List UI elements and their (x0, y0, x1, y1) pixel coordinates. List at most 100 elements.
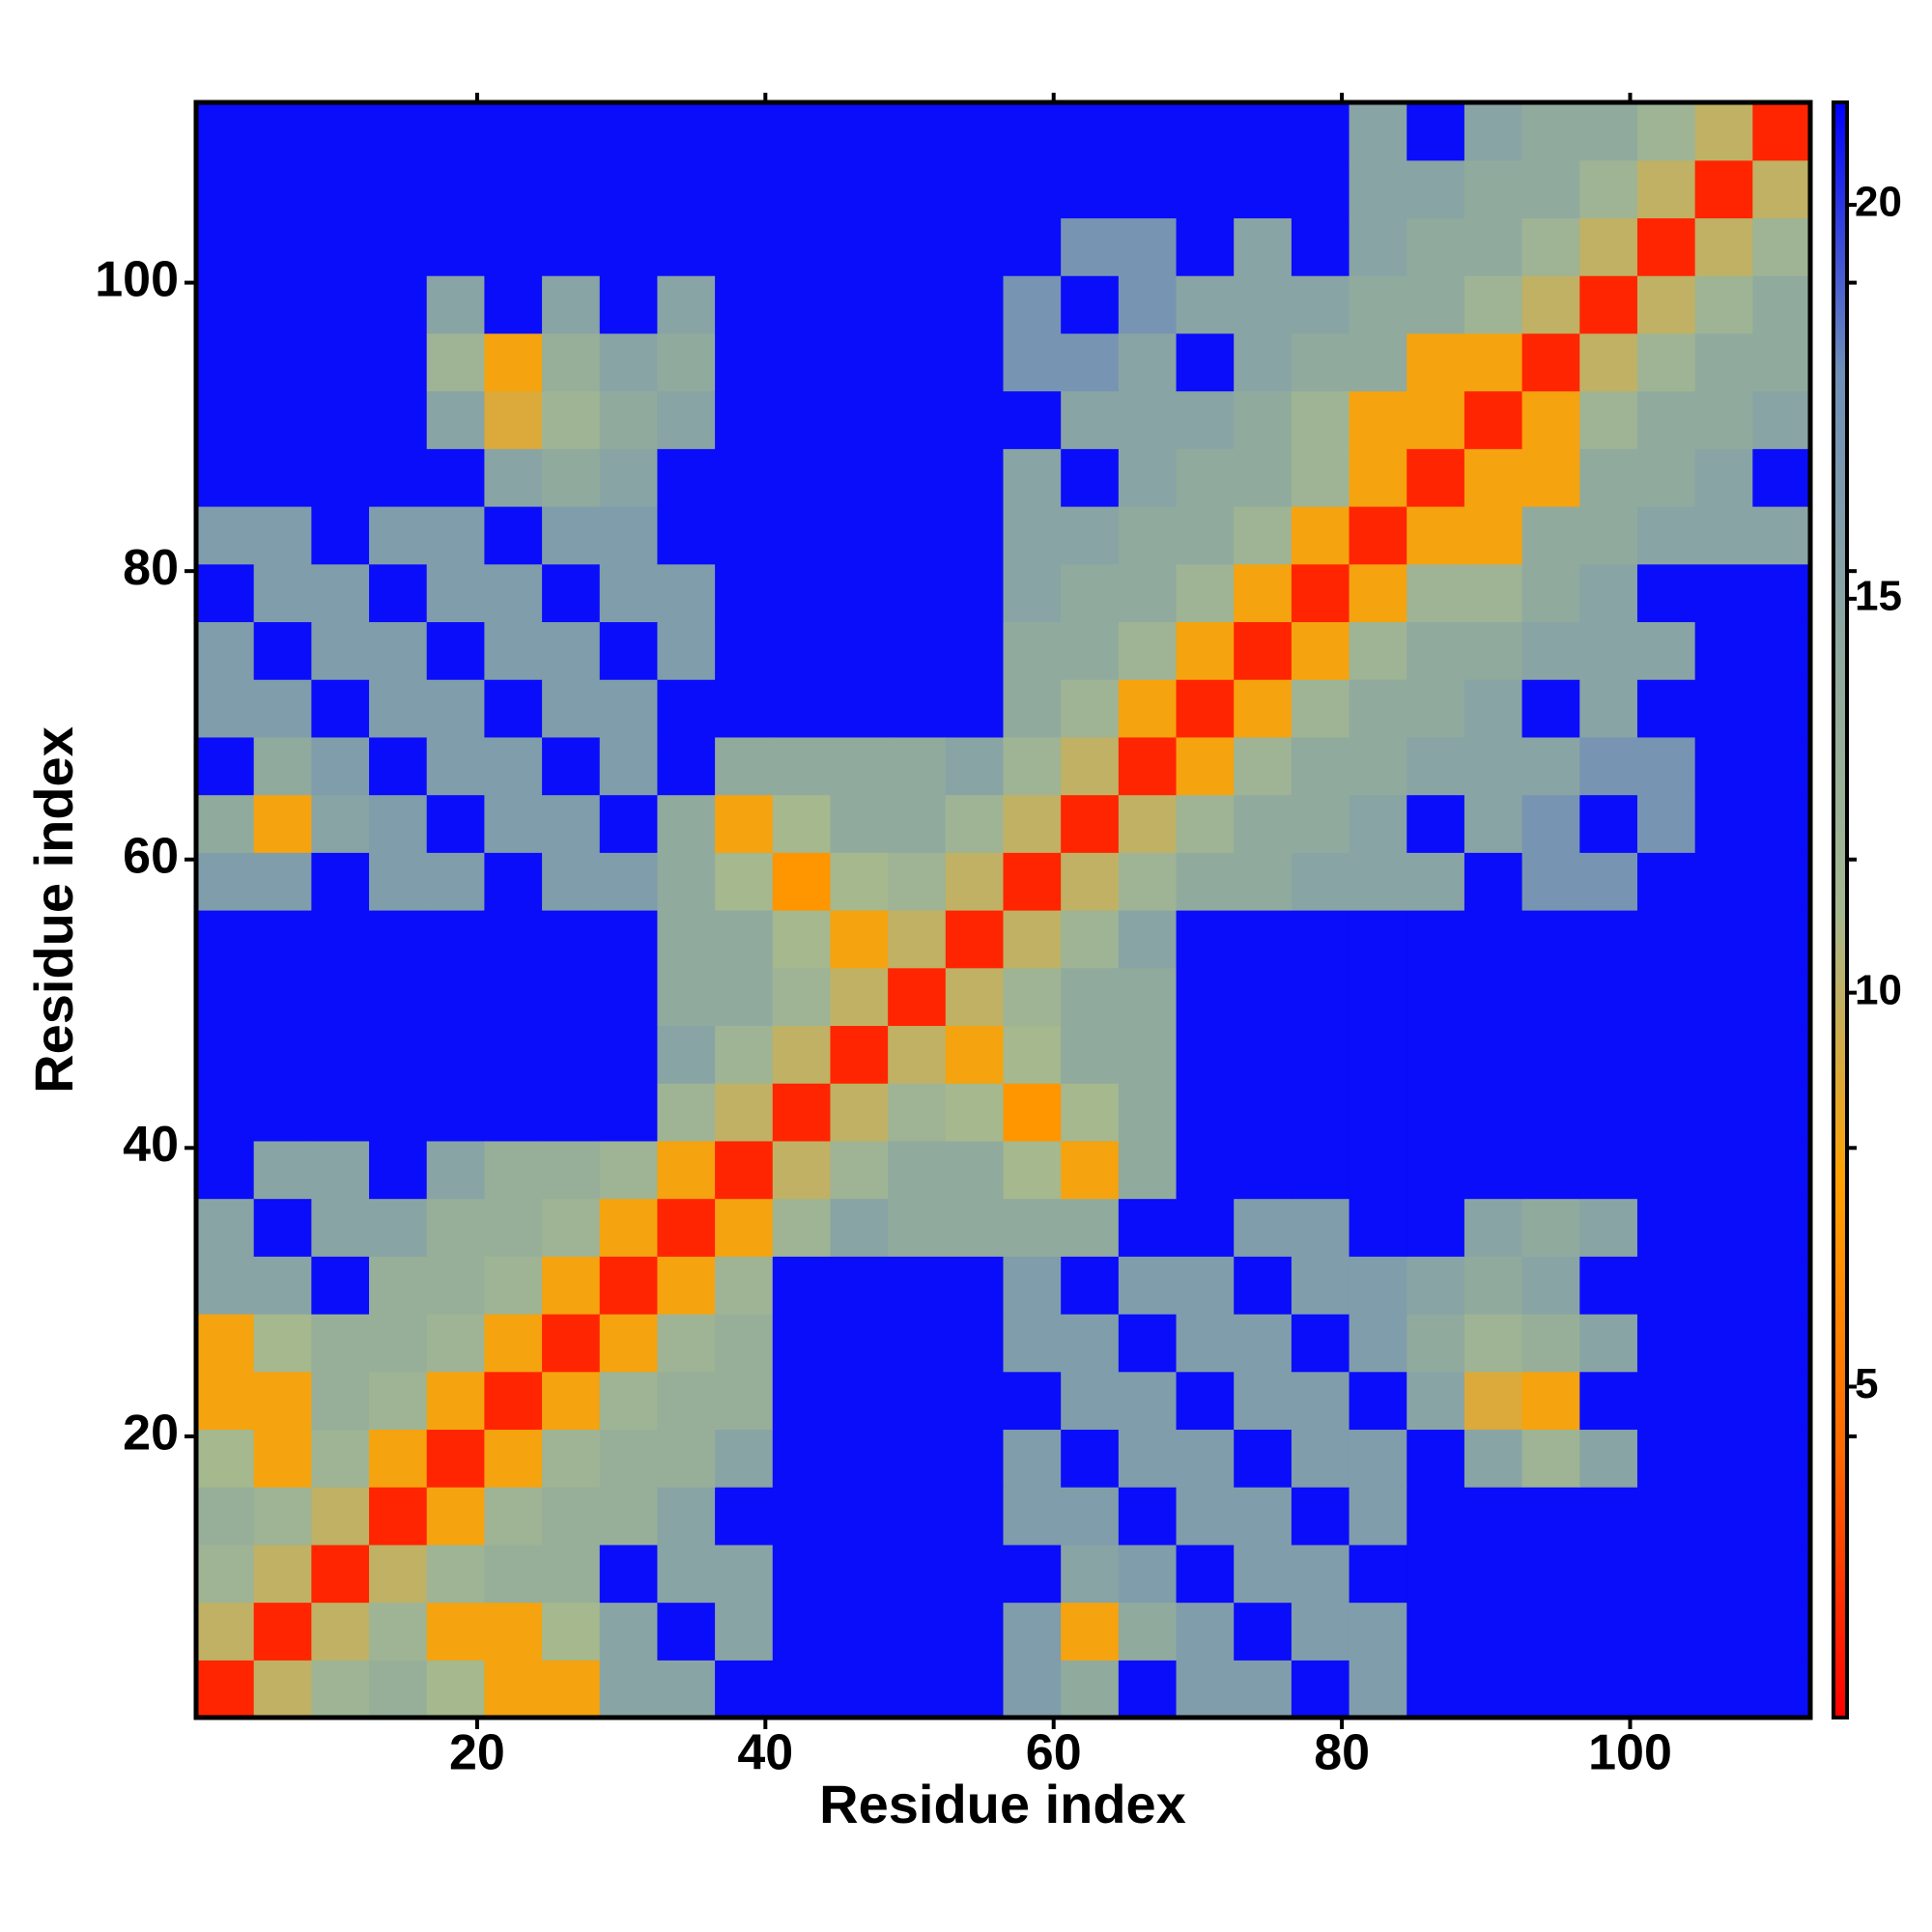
heat-cell (1463, 1140, 1523, 1200)
y-tick-label: 60 (123, 828, 179, 884)
heat-cell (311, 910, 370, 969)
heat-cell (945, 102, 1005, 161)
heat-cell (1579, 679, 1638, 738)
heat-cell (1234, 1487, 1293, 1546)
heat-cell (888, 332, 947, 392)
heat-cell (369, 390, 428, 449)
heat-cell (484, 621, 543, 680)
heat-cell (1061, 1083, 1120, 1142)
heat-cell (1752, 390, 1811, 449)
heat-cell (1291, 563, 1350, 623)
heat-cell (1752, 910, 1811, 969)
heat-cell (196, 794, 255, 853)
heat-cell (1118, 1602, 1178, 1661)
heat-cell (426, 621, 485, 680)
heat-cell (1234, 1083, 1293, 1142)
heat-cell (1752, 852, 1811, 911)
heat-cell (1234, 159, 1293, 219)
heat-cell (484, 275, 543, 334)
heat-cell (1463, 794, 1523, 853)
heat-cell (196, 1025, 255, 1084)
heat-cell (1291, 1140, 1350, 1200)
heat-cell (542, 1256, 601, 1315)
heat-cell (715, 1602, 774, 1661)
heat-cell (1694, 1083, 1753, 1142)
heat-cell (1752, 621, 1811, 680)
heat-cell (1291, 1660, 1350, 1719)
heat-cell (945, 506, 1005, 565)
heat-cell (1118, 1140, 1178, 1200)
heat-cell (1521, 217, 1580, 276)
heat-cell (1118, 852, 1178, 911)
heat-cell (1003, 679, 1062, 738)
heat-cell (715, 1083, 774, 1142)
heat-cell (772, 1487, 832, 1546)
heat-cell (888, 852, 947, 911)
heat-cell (1579, 910, 1638, 969)
heat-cell (484, 1025, 543, 1084)
heat-cell (1003, 1256, 1062, 1315)
heat-cell (1234, 1429, 1293, 1488)
heat-cell (1003, 910, 1062, 969)
heat-cell (1349, 1083, 1407, 1142)
heat-cell (311, 1025, 370, 1084)
heat-cell (1636, 1429, 1696, 1488)
heat-cell (1234, 217, 1293, 276)
heatmap-cells (196, 102, 1811, 1719)
heat-cell (1463, 621, 1523, 680)
heat-cell (1291, 448, 1350, 507)
heat-cell (426, 1429, 485, 1488)
heat-cell (945, 621, 1005, 680)
colorbar-tick-label: 15 (1855, 572, 1902, 619)
heat-cell (1291, 679, 1350, 738)
heat-cell (196, 736, 255, 796)
heat-cell (426, 1256, 485, 1315)
heat-cell (1176, 1487, 1235, 1546)
heat-cell (426, 506, 485, 565)
heat-cell (311, 217, 370, 276)
heat-cell (369, 332, 428, 392)
heat-cell (311, 159, 370, 219)
heat-cell (599, 967, 659, 1027)
heat-cell (1579, 1025, 1638, 1084)
heat-cell (1521, 1602, 1580, 1661)
heat-cell (1234, 102, 1293, 161)
heat-cell (1406, 102, 1465, 161)
heat-cell (657, 159, 716, 219)
heat-cell (599, 1660, 659, 1719)
heat-cell (1061, 736, 1120, 796)
heat-cell (484, 910, 543, 969)
heat-cell (715, 1544, 774, 1604)
heat-cell (484, 102, 543, 161)
plot-frame (193, 99, 1813, 1720)
heat-cell (715, 1660, 774, 1719)
heat-cell (1636, 1083, 1696, 1142)
heat-cell (772, 1314, 832, 1373)
heat-cell (253, 448, 312, 507)
heat-cell (1406, 736, 1465, 796)
heat-cell (599, 159, 659, 219)
heat-cell (1061, 448, 1120, 507)
heat-cell (945, 390, 1005, 449)
heat-cell (1176, 621, 1235, 680)
heat-cell (1694, 506, 1753, 565)
heat-cell (1234, 1544, 1293, 1604)
heat-cell (1349, 159, 1407, 219)
heat-cell (1579, 1429, 1638, 1488)
heat-cell (830, 390, 889, 449)
heat-cell (1579, 332, 1638, 392)
heat-cell (715, 852, 774, 911)
heat-cell (945, 159, 1005, 219)
heat-cell (1694, 1371, 1753, 1431)
heat-cell (715, 736, 774, 796)
heat-cell (196, 448, 255, 507)
heat-cell (1349, 217, 1407, 276)
heat-cell (657, 1602, 716, 1661)
heat-cell (369, 852, 428, 911)
heat-cell (1291, 852, 1350, 911)
heat-cell (196, 621, 255, 680)
heat-cell (369, 679, 428, 738)
heat-cell (196, 1429, 255, 1488)
heat-cell (426, 1660, 485, 1719)
heat-cell (888, 563, 947, 623)
